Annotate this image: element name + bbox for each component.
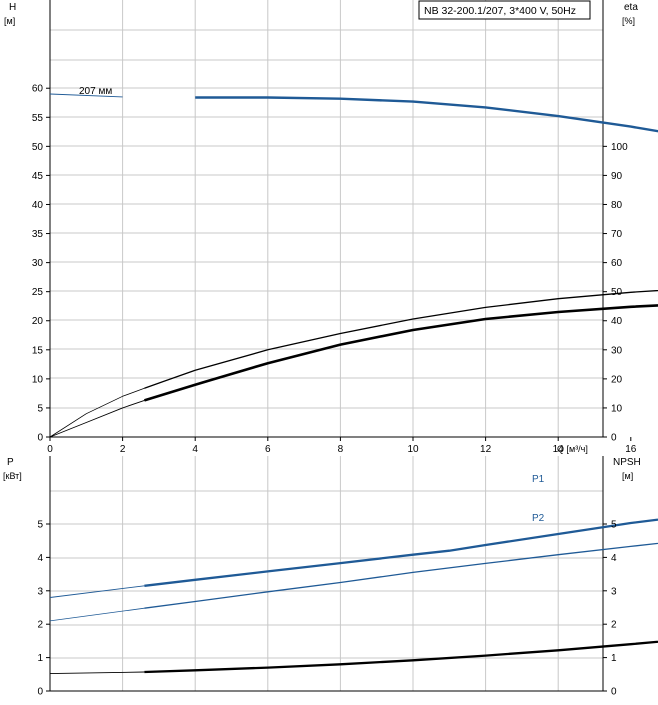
eta-axis-label: eta (624, 2, 638, 13)
left-tick-label: 20 (32, 316, 44, 327)
right-tick-label: 5 (611, 520, 617, 531)
left-tick-label: 30 (32, 258, 44, 269)
left-tick-label: 25 (32, 287, 44, 298)
left-tick-label: 50 (32, 142, 44, 153)
right-tick-label: 100 (611, 142, 628, 153)
p-axis-unit: [кВт] (3, 471, 22, 481)
x-tick-label: 12 (480, 444, 492, 455)
chart-title: NB 32-200.1/207, 3*400 V, 50Hz (424, 5, 576, 17)
p1-series-label: P1 (532, 474, 545, 485)
p2-series-label: P2 (532, 513, 545, 524)
curve-p2 (144, 542, 658, 609)
curve-lead-series-0-1 (49, 387, 145, 438)
left-tick-label: 10 (32, 374, 44, 385)
title-box (418, 0, 591, 20)
right-tick-label: 2 (611, 620, 617, 631)
npsh-axis-unit: [м] (622, 471, 633, 481)
right-tick-label: 3 (611, 586, 617, 597)
curve-series-0-2 (144, 304, 658, 402)
x-tick-label: 16 (625, 444, 637, 455)
left-tick-label: 4 (37, 553, 43, 564)
right-tick-label: 60 (611, 258, 623, 269)
x-tick-label: 6 (265, 444, 271, 455)
right-tick-label: 70 (611, 229, 623, 240)
curve-series-1-2 (144, 640, 658, 674)
left-tick-label: 1 (37, 653, 43, 664)
curve-p1 (144, 518, 658, 587)
left-tick-label: 0 (37, 687, 43, 698)
left-tick-label: 0 (37, 433, 43, 444)
x-tick-label: 4 (192, 444, 198, 455)
p-axis-label: P (7, 457, 14, 468)
right-tick-label: 1 (611, 653, 617, 664)
x-tick-label: 2 (120, 444, 126, 455)
h-axis-unit: [м] (4, 16, 15, 26)
curve-lead-207-мм (49, 93, 123, 98)
left-tick-label: 15 (32, 345, 44, 356)
left-tick-label: 45 (32, 171, 44, 182)
x-tick-label: 0 (47, 444, 53, 455)
left-tick-label: 55 (32, 113, 44, 124)
right-tick-label: 80 (611, 200, 623, 211)
right-tick-label: 30 (611, 345, 623, 356)
left-tick-label: 5 (37, 520, 43, 531)
left-tick-label: 3 (37, 586, 43, 597)
curve-lead-p1 (49, 585, 145, 598)
x-tick-label: 8 (338, 444, 344, 455)
q-axis-label: Q [м³/ч] (557, 444, 588, 454)
curve-lead-p2 (49, 607, 145, 622)
right-tick-label: 40 (611, 316, 623, 327)
right-tick-label: 4 (611, 553, 617, 564)
curve-series-0-1 (144, 289, 658, 389)
left-tick-label: 5 (37, 403, 43, 414)
right-tick-label: 20 (611, 374, 623, 385)
curve-lead-series-0-2 (49, 399, 145, 438)
curve-207-мм (195, 96, 658, 133)
right-tick-label: 0 (611, 687, 617, 698)
left-tick-label: 35 (32, 229, 44, 240)
right-tick-label: 0 (611, 433, 617, 444)
curve-lead-series-1-2 (49, 671, 145, 675)
left-tick-label: 40 (32, 200, 44, 211)
x-tick-label: 10 (407, 444, 419, 455)
curve-annotation: 207 мм (79, 86, 112, 97)
right-tick-label: 50 (611, 287, 623, 298)
h-axis-label: H (9, 2, 16, 13)
left-tick-label: 60 (32, 84, 44, 95)
eta-axis-unit: [%] (622, 16, 635, 26)
x-tick-label: 14 (553, 444, 565, 455)
left-tick-label: 2 (37, 620, 43, 631)
npsh-axis-label: NPSH (613, 457, 641, 468)
right-tick-label: 10 (611, 403, 623, 414)
right-tick-label: 90 (611, 171, 623, 182)
